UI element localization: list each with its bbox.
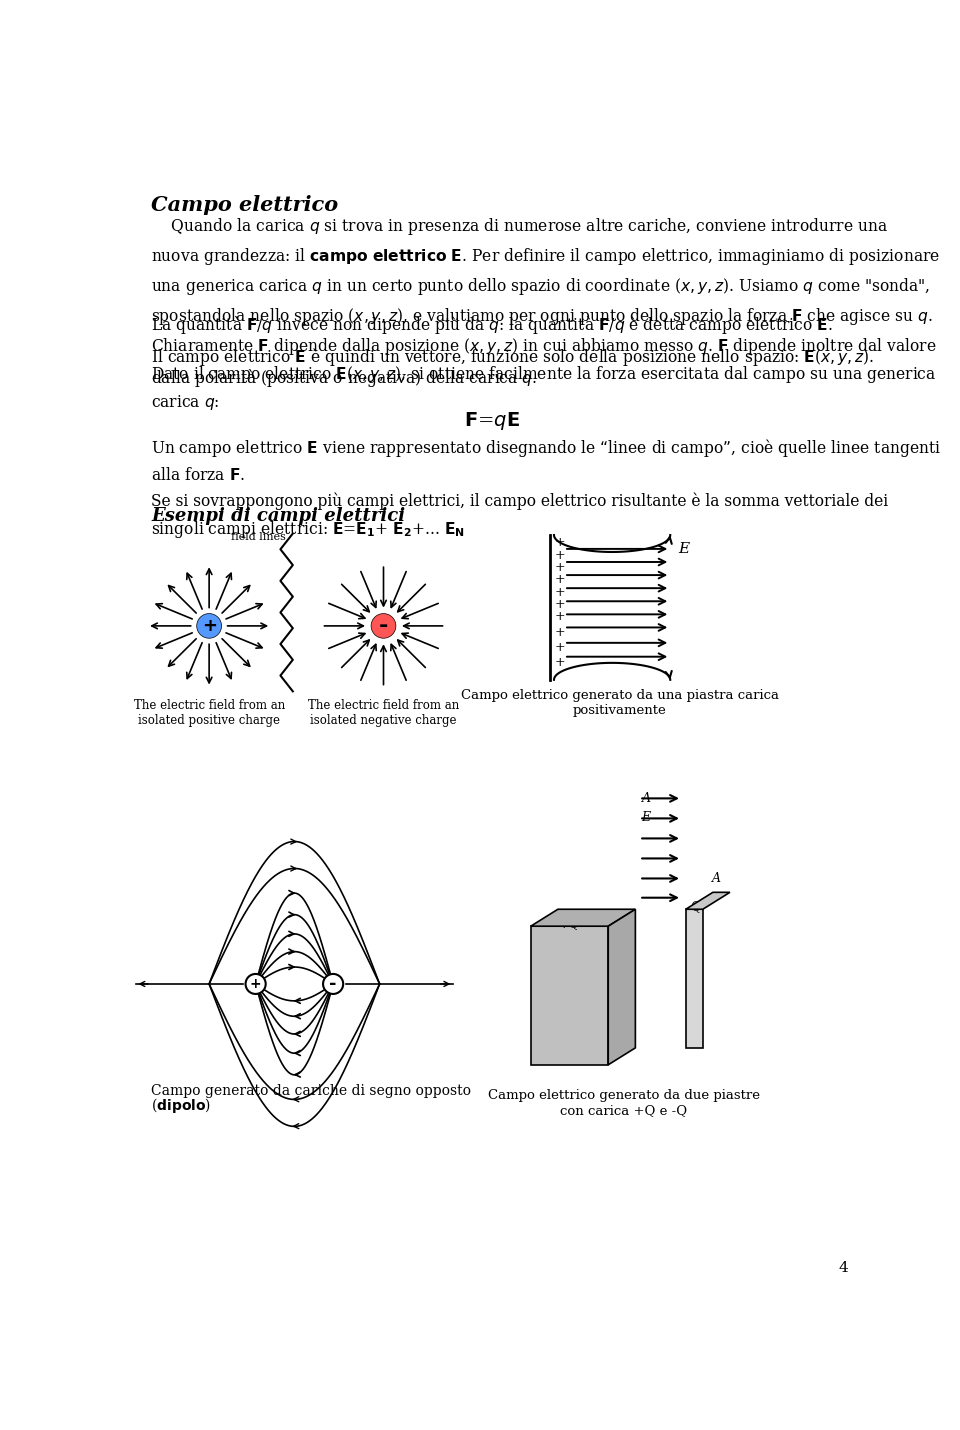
Text: +: + — [555, 549, 565, 562]
Text: +: + — [555, 585, 565, 599]
Text: +: + — [555, 561, 565, 573]
Text: +: + — [555, 656, 565, 669]
Text: +: + — [555, 536, 565, 549]
Circle shape — [246, 974, 266, 994]
Text: ($\mathbf{dipolo}$): ($\mathbf{dipolo}$) — [151, 1095, 211, 1114]
Text: Campo elettrico generato da una piastra carica
positivamente: Campo elettrico generato da una piastra … — [461, 689, 779, 716]
Text: +Q: +Q — [559, 917, 580, 930]
Polygon shape — [685, 909, 703, 1048]
Circle shape — [324, 974, 344, 994]
Text: -Q: -Q — [687, 899, 702, 914]
Text: Esempi di campi elettrici: Esempi di campi elettrici — [151, 506, 405, 525]
Text: A: A — [641, 792, 651, 805]
Circle shape — [197, 613, 222, 638]
Text: -: - — [379, 616, 388, 636]
Polygon shape — [609, 909, 636, 1065]
Text: field lines: field lines — [230, 532, 286, 542]
Text: The electric field from an
isolated positive charge: The electric field from an isolated posi… — [133, 699, 285, 726]
Text: +: + — [555, 625, 565, 639]
Text: Dato il campo elettrico $\mathbf{E}$($x,y,z$), si ottiene facilmente la forza es: Dato il campo elettrico $\mathbf{E}$($x,… — [151, 365, 936, 412]
Text: Un campo elettrico $\mathbf{E}$ viene rappresentato disegnando le “linee di camp: Un campo elettrico $\mathbf{E}$ viene ra… — [151, 438, 941, 539]
Text: 4: 4 — [839, 1261, 849, 1276]
Text: The electric field from an
isolated negative charge: The electric field from an isolated nega… — [308, 699, 459, 726]
Text: A: A — [712, 872, 721, 885]
Text: +: + — [555, 598, 565, 611]
Text: E: E — [678, 542, 689, 556]
Text: Campo generato da cariche di segno opposto: Campo generato da cariche di segno oppos… — [151, 1084, 471, 1098]
Text: Campo elettrico generato da due piastre
con carica +Q e -Q: Campo elettrico generato da due piastre … — [488, 1090, 759, 1117]
Polygon shape — [531, 909, 636, 927]
Text: La quantità $\mathbf{F}$/$q$ invece non dipende più da $q$: la quantità $\mathbf: La quantità $\mathbf{F}$/$q$ invece non … — [151, 315, 875, 368]
Text: +: + — [555, 611, 565, 623]
Text: +: + — [555, 573, 565, 586]
Text: $\mathbf{F}$=$q$$\mathbf{E}$: $\mathbf{F}$=$q$$\mathbf{E}$ — [464, 410, 520, 432]
Text: E: E — [641, 811, 651, 824]
Polygon shape — [531, 927, 609, 1065]
Text: -: - — [329, 975, 337, 992]
Text: Campo elettrico: Campo elettrico — [151, 194, 338, 214]
Text: +: + — [202, 616, 217, 635]
Polygon shape — [685, 892, 730, 909]
Text: Quando la carica $q$ si trova in presenza di numerose altre cariche, conviene in: Quando la carica $q$ si trova in presenz… — [151, 216, 940, 389]
Circle shape — [372, 613, 396, 638]
Text: +: + — [250, 977, 261, 991]
Text: +: + — [555, 641, 565, 654]
